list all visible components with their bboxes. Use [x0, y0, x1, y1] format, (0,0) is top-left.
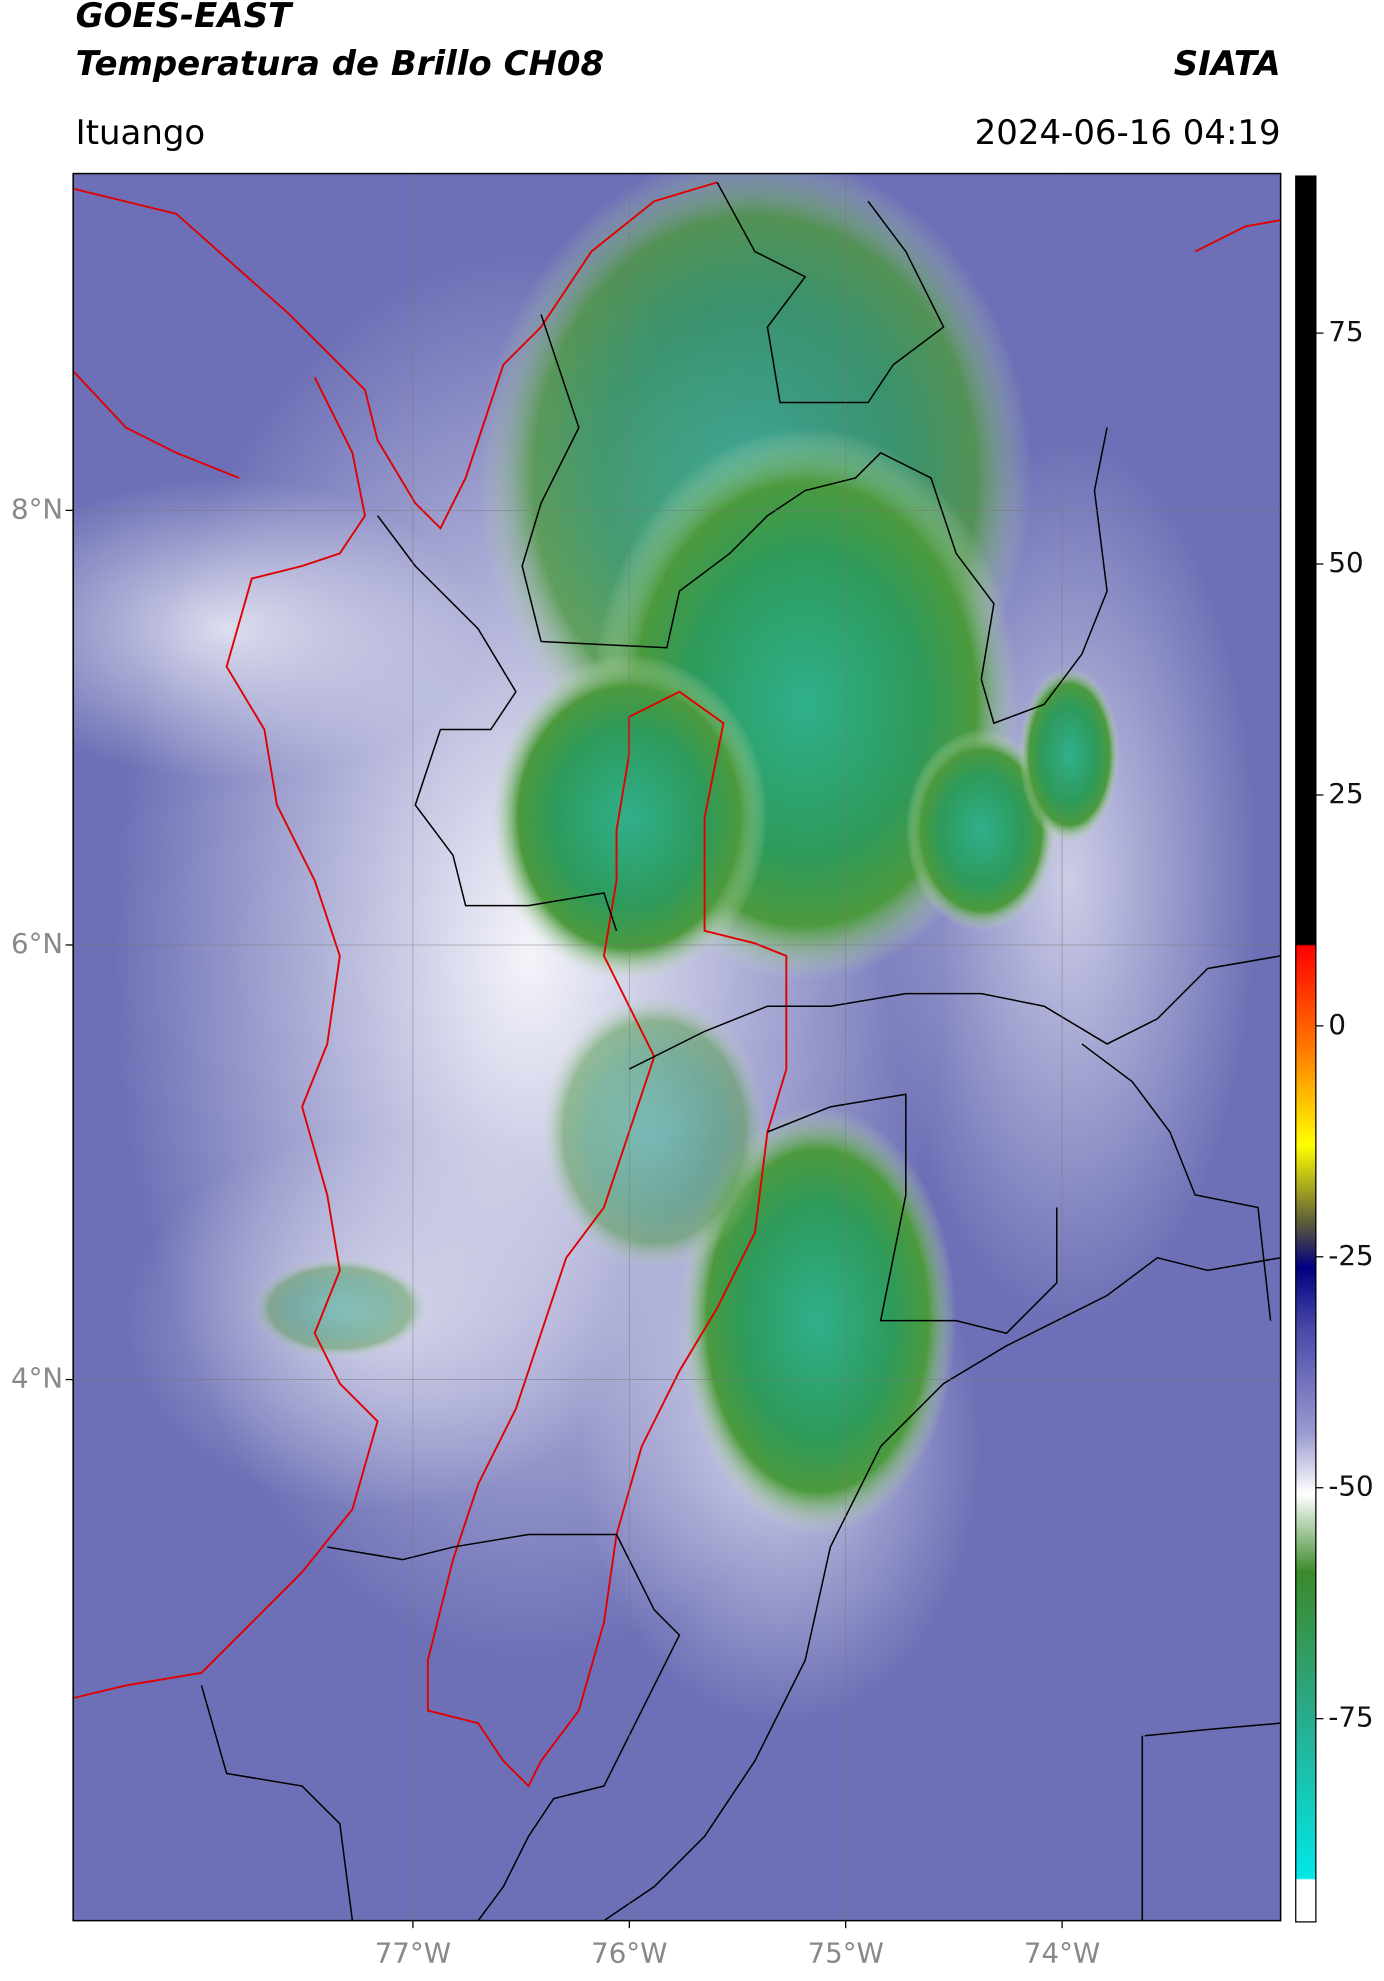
- colorbar-tick-label: 50: [1328, 546, 1363, 579]
- map-frame: [72, 172, 1282, 1922]
- satellite-image: [73, 173, 1281, 1921]
- subtitle: Temperatura de Brillo CH08: [76, 44, 604, 84]
- title: GOES-EAST: [76, 0, 294, 36]
- lon-tick-label: 77°W: [375, 1937, 451, 1970]
- colorbar-tick-label: 25: [1328, 777, 1363, 810]
- colorbar-tick-label: 75: [1328, 315, 1363, 348]
- lat-tick-label: 8°N: [11, 492, 63, 525]
- lon-tick-label: 75°W: [808, 1937, 884, 1970]
- colorbar: [1295, 175, 1317, 1923]
- lat-tick-label: 6°N: [11, 927, 63, 960]
- colorbar-tick-label: -50: [1328, 1470, 1373, 1503]
- colorbar-tick-label: -25: [1328, 1239, 1373, 1272]
- brand: SIATA: [1174, 44, 1281, 84]
- datetime: 2024-06-16 04:19: [975, 113, 1281, 153]
- colorbar-tick-label: -75: [1328, 1701, 1373, 1734]
- lon-tick-label: 76°W: [591, 1937, 667, 1970]
- location: Ituango: [76, 113, 206, 153]
- colorbar-tick-label: 0: [1328, 1008, 1346, 1041]
- lat-tick-label: 4°N: [11, 1362, 63, 1395]
- lon-tick-label: 74°W: [1024, 1937, 1100, 1970]
